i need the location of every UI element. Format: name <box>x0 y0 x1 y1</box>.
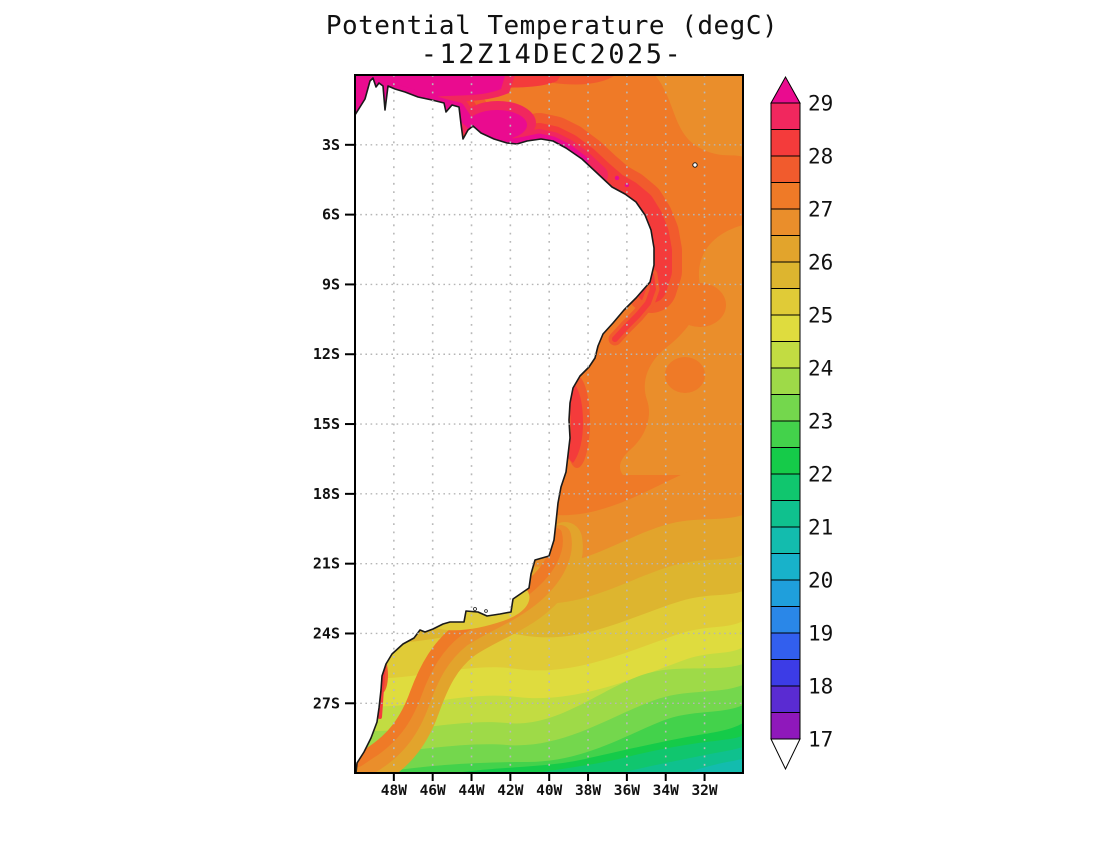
coastal-tongue-26p5 <box>355 525 572 773</box>
colorbar-segment-6 <box>770 261 801 289</box>
island-coastal-a <box>473 607 477 611</box>
north-wedge-28 <box>503 75 561 88</box>
colorbar-segment-0 <box>770 102 801 130</box>
colorbar-label-18: 18 <box>808 675 833 699</box>
colorbar-segment-5 <box>770 235 801 263</box>
page-title: Potential Temperature (degC) <box>326 11 778 41</box>
y-tick-label-18S: 18S <box>313 485 340 503</box>
colorbar-label-21: 21 <box>808 516 833 540</box>
colorbar-label-27: 27 <box>808 198 833 222</box>
colorbar-segment-9 <box>770 341 801 369</box>
x-tick-label-40W: 40W <box>536 783 562 799</box>
colorbar-segment-13 <box>770 447 801 475</box>
x-tick-label-36W: 36W <box>614 783 640 799</box>
colorbar-segment-8 <box>770 314 801 342</box>
x-tick-label-44W: 44W <box>458 783 484 799</box>
x-tick-label-32W: 32W <box>691 783 717 799</box>
colorbar-segment-11 <box>770 394 801 422</box>
sst-patch-27b <box>665 357 705 393</box>
y-tick-label-15S: 15S <box>313 415 340 433</box>
island-coastal-b <box>484 609 488 613</box>
x-tick-label-42W: 42W <box>497 783 523 799</box>
sst-patch-27 <box>674 283 726 327</box>
colorbar-label-20: 20 <box>808 569 833 593</box>
x-tick-label-46W: 46W <box>420 783 446 799</box>
colorbar-segment-22 <box>770 685 801 713</box>
colorbar-label-24: 24 <box>808 357 833 381</box>
coastal-patch-28 <box>567 382 583 463</box>
colorbar-segment-10 <box>770 367 801 395</box>
y-tick-label-21S: 21S <box>313 555 340 573</box>
y-tick-label-27S: 27S <box>313 694 340 712</box>
coastal-tongue-27 <box>355 528 563 767</box>
colorbar-over-arrow <box>770 75 801 104</box>
east-strip-28 <box>612 272 656 342</box>
colorbar-segment-3 <box>770 182 801 210</box>
hot-speck-29b <box>625 183 629 187</box>
amazon-plume-29b <box>467 110 527 140</box>
colorbar-segment-2 <box>770 155 801 183</box>
y-tick-label-6S: 6S <box>322 206 340 224</box>
y-tick-label-12S: 12S <box>313 345 340 363</box>
colorbar-segment-7 <box>770 288 801 316</box>
graticule <box>355 75 743 773</box>
colorbar-label-26: 26 <box>808 251 833 275</box>
colorbar-segment-1 <box>770 129 801 157</box>
x-tick-label-34W: 34W <box>653 783 679 799</box>
plot-datetime: -12Z14DEC2025- <box>421 39 684 70</box>
island-fernando-de-noronha <box>692 162 698 168</box>
colorbar-segment-21 <box>770 659 801 687</box>
axes: 48W 46W 44W 42W 40W 38W 36W 34W 32W 3S 6S 9S 12S 15S 1… <box>313 136 718 799</box>
colorbar-segment-4 <box>770 208 801 236</box>
colorbar-label-17: 17 <box>808 728 833 752</box>
colorbar-label-23: 23 <box>808 410 833 434</box>
x-tick-label-38W: 38W <box>575 783 601 799</box>
colorbar-segment-20 <box>770 632 801 660</box>
colorbar-segment-15 <box>770 500 801 528</box>
colorbar-under-arrow <box>770 738 801 771</box>
colorbar-label-22: 22 <box>808 463 833 487</box>
colorbar-label-25: 25 <box>808 304 833 328</box>
colorbar-segment-12 <box>770 420 801 448</box>
x-tick-label-48W: 48W <box>381 783 407 799</box>
colorbar-segment-19 <box>770 606 801 634</box>
colorbar-segment-14 <box>770 473 801 501</box>
sst-band-20p5 <box>685 759 743 773</box>
colorbar-label-28: 28 <box>808 145 833 169</box>
north-wedge-27p5 <box>553 75 616 85</box>
colorbar-segment-16 <box>770 526 801 554</box>
colorbar-segment-17 <box>770 553 801 581</box>
map-area <box>355 75 743 773</box>
hot-speck-29a <box>614 175 620 181</box>
y-tick-label-3S: 3S <box>322 136 340 154</box>
colorbar: 29 28 27 26 25 24 23 22 21 20 19 18 17 <box>770 75 833 771</box>
colorbar-segment-18 <box>770 579 801 607</box>
sst-region-26p5-ne-corner <box>655 75 743 157</box>
y-tick-label-24S: 24S <box>313 624 340 642</box>
colorbar-segment-23 <box>770 712 801 740</box>
land-brazil <box>355 77 655 773</box>
colorbar-label-29: 29 <box>808 92 833 116</box>
y-tick-label-9S: 9S <box>322 275 340 293</box>
colorbar-label-19: 19 <box>808 622 833 646</box>
